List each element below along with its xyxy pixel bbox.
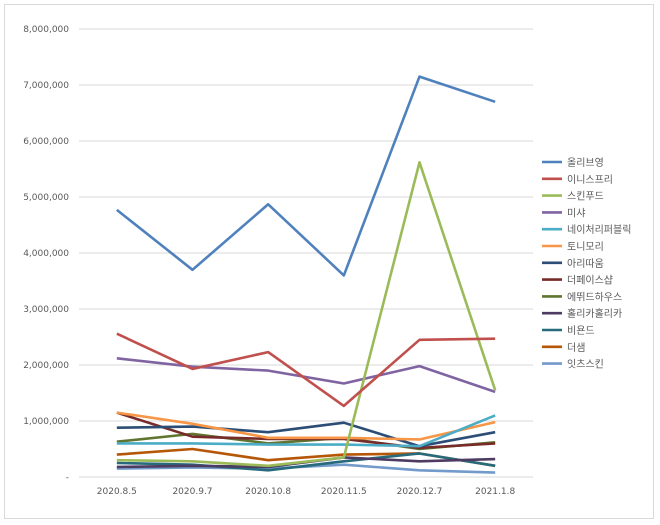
x-tick-label: 2020.12.7: [397, 487, 443, 497]
series-line: [116, 411, 496, 441]
legend-label: 이니스프리: [567, 174, 613, 186]
x-tick-label: 2020.11.5: [321, 487, 367, 497]
legend-label: 홀리카홀리카: [567, 307, 622, 320]
legend-label: 더샘: [567, 342, 585, 354]
legend-label: 미샤: [567, 207, 585, 219]
x-tick-label: 2020.10.8: [245, 487, 291, 497]
legend-label: 네이처리퍼블릭: [567, 224, 631, 236]
y-tick-label: 1,000,000: [23, 417, 69, 427]
series-line: [116, 332, 496, 408]
y-tick-label: 3,000,000: [23, 305, 69, 315]
legend-label: 잇츠스킨: [567, 359, 604, 371]
y-tick-label: -: [66, 473, 69, 483]
legend-label: 토니모리: [567, 241, 604, 253]
series-line: [116, 421, 496, 448]
x-tick-label: 2020.9.7: [172, 487, 212, 497]
legend-label: 에뛰드하우스: [567, 290, 622, 303]
y-tick-label: 8,000,000: [23, 25, 69, 35]
y-tick-label: 6,000,000: [23, 137, 69, 147]
chart-frame: [4, 4, 654, 519]
series-line: [116, 160, 497, 468]
y-tick-label: 5,000,000: [23, 193, 69, 203]
legend-label: 올리브영: [567, 157, 604, 169]
legend-label: 스킨푸드: [567, 191, 604, 203]
x-tick-label: 2020.8.5: [97, 487, 137, 497]
series-line: [116, 75, 496, 277]
x-tick-label: 2021.1.8: [475, 487, 515, 497]
y-tick-label: 2,000,000: [23, 361, 69, 371]
series-line: [116, 356, 496, 394]
legend-label: 아리따움: [567, 258, 604, 270]
legend-label: 비욘드: [567, 325, 595, 337]
y-tick-label: 4,000,000: [23, 249, 69, 259]
legend-label: 더페이스샵: [567, 275, 613, 287]
y-tick-label: 7,000,000: [23, 81, 69, 91]
series-line: [116, 414, 496, 448]
series-line: [116, 452, 496, 472]
